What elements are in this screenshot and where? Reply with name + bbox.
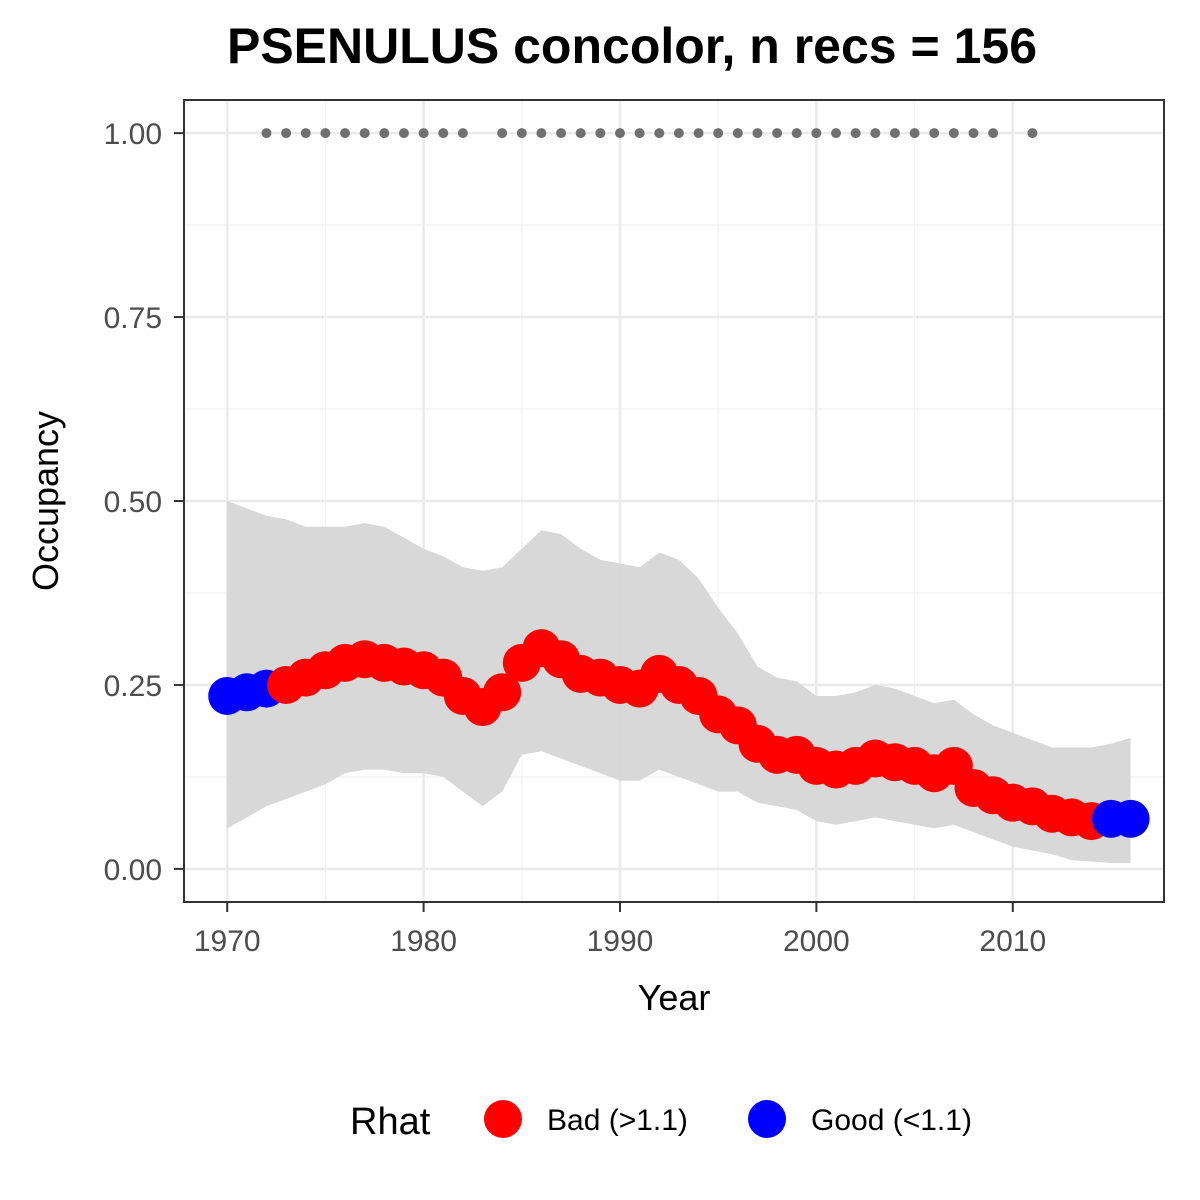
legend-swatch-good xyxy=(748,1100,786,1138)
record-point xyxy=(909,128,920,139)
x-tick-label: 1990 xyxy=(587,925,654,958)
record-point xyxy=(595,128,606,139)
record-point xyxy=(693,128,704,139)
record-point xyxy=(929,128,940,139)
record-point xyxy=(281,128,292,139)
record-points xyxy=(261,128,1038,139)
record-point xyxy=(988,128,999,139)
x-axis-title: Year xyxy=(638,977,711,1018)
record-point xyxy=(556,128,567,139)
record-point xyxy=(948,128,959,139)
record-point xyxy=(889,128,900,139)
record-point xyxy=(772,128,783,139)
record-point xyxy=(300,128,311,139)
legend-label-good: Good (<1.1) xyxy=(811,1104,972,1137)
record-point xyxy=(418,128,429,139)
y-tick-label: 1.00 xyxy=(104,118,162,151)
record-point xyxy=(870,128,881,139)
x-tick-label: 2000 xyxy=(783,925,850,958)
record-point xyxy=(457,128,468,139)
record-point xyxy=(634,128,645,139)
y-tick-label: 0.25 xyxy=(104,670,162,703)
record-point xyxy=(614,128,625,139)
record-point xyxy=(516,128,527,139)
record-point xyxy=(732,128,743,139)
y-axis-title: Occupancy xyxy=(25,411,66,591)
occupancy-point xyxy=(1111,799,1150,838)
record-point xyxy=(575,128,586,139)
occupancy-points xyxy=(208,629,1150,841)
legend-title: Rhat xyxy=(350,1101,431,1143)
record-point xyxy=(379,128,390,139)
record-point xyxy=(359,128,370,139)
record-point xyxy=(320,128,331,139)
chart-title: PSENULUS concolor, n recs = 156 xyxy=(227,18,1037,74)
record-point xyxy=(398,128,409,139)
record-point xyxy=(831,128,842,139)
occupancy-point xyxy=(483,673,522,712)
y-tick-label: 0.00 xyxy=(104,854,162,887)
record-point xyxy=(850,128,861,139)
record-point xyxy=(261,128,272,139)
y-tick-label: 0.50 xyxy=(104,486,162,519)
record-point xyxy=(497,128,508,139)
record-point xyxy=(752,128,763,139)
y-axis-tick-labels: 0.00 0.25 0.50 0.75 1.00 xyxy=(104,118,162,887)
record-point xyxy=(673,128,684,139)
x-tick-label: 2010 xyxy=(979,925,1046,958)
record-point xyxy=(1027,128,1038,139)
legend: Rhat Bad (>1.1) Good (<1.1) xyxy=(350,1100,972,1143)
record-point xyxy=(791,128,802,139)
y-tick-label: 0.75 xyxy=(104,302,162,335)
record-point xyxy=(536,128,547,139)
record-point xyxy=(438,128,449,139)
x-tick-label: 1980 xyxy=(390,925,457,958)
x-tick-label: 1970 xyxy=(194,925,261,958)
record-point xyxy=(654,128,665,139)
axis-ticks xyxy=(174,132,1014,912)
legend-label-bad: Bad (>1.1) xyxy=(547,1104,688,1137)
record-point xyxy=(968,128,979,139)
x-axis-tick-labels: 1970 1980 1990 2000 2010 xyxy=(194,925,1046,958)
legend-swatch-bad xyxy=(484,1100,522,1138)
record-point xyxy=(811,128,822,139)
record-point xyxy=(713,128,724,139)
record-point xyxy=(340,128,351,139)
